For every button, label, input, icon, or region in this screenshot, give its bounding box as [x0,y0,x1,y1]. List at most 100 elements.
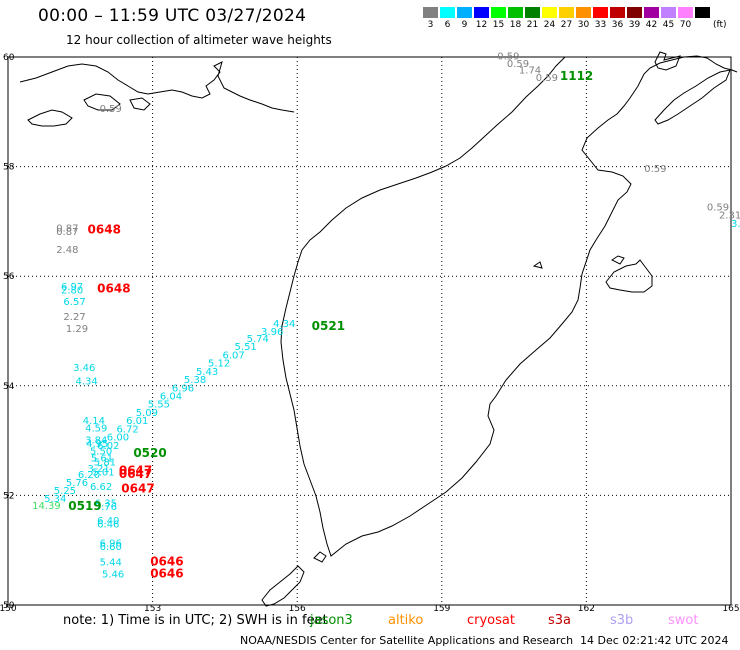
lat-tick-label: 50 [3,601,15,611]
legend-label-row: 3 6 9 12 15 18 21 24 27 30 33 36 39 42 45 70 (ft) [422,19,727,32]
wave-height-value: 5.50 [90,446,112,457]
legend-swatch [456,6,473,19]
legend-swatch [643,6,660,19]
wave-height-value: 1.74 [519,65,541,76]
legend-label: 24 [543,20,556,30]
wave-height-value: 6.57 [63,297,85,308]
wave-height-value: 3.46 [73,363,95,374]
pass-time-label: 0647 [119,467,152,481]
wave-height-value: 5.46 [102,570,124,581]
coastlines [19,51,738,607]
wave-height-value: 6.96 [100,538,122,549]
satellite-legend-item: cryosat [467,613,515,628]
wave-height-value: 3.84 [85,435,107,446]
legend-label: 3 [427,20,434,30]
satellite-legend-item: jason3 [310,613,353,628]
wave-height-value: 0.59 [536,73,558,84]
legend-swatch [473,6,490,19]
wave-height-value: 6.04 [160,392,182,403]
legend-swatch [524,6,541,19]
legend-swatch-row [422,6,727,19]
legend-label: 6 [444,20,451,30]
wave-height-value: 6.97 [61,282,83,293]
wave-height-value: 6.01 [126,416,148,427]
wave-height-value: 5.34 [44,494,66,505]
generated-timestamp: 14 Dec 02:21:42 UTC 2024 [580,634,729,647]
legend-label: 45 [662,20,675,30]
pass-time-label: 0648 [97,282,130,296]
wave-height-value: 5.01 [92,468,114,479]
wave-height-value: 5.74 [247,334,269,345]
wave-height-value: 6.07 [222,350,244,361]
credit-line: NOAA/NESDIS Center for Satellite Applica… [240,634,574,647]
wave-height-value: 4.34 [273,319,295,330]
legend-label: 39 [628,20,641,30]
legend-label: 15 [492,20,505,30]
pass-time-label: 0646 [150,555,183,569]
wave-height-value: 6.00 [107,433,129,444]
legend-swatch [558,6,575,19]
legend-swatch [626,6,643,19]
lon-tick-label: 162 [578,604,595,614]
wave-height-value: 5.38 [184,375,206,386]
pass-time-label: 0520 [133,446,166,460]
wave-height-value: 5.81 [94,457,116,468]
wave-height-value: 0.59 [100,104,122,115]
kuril-island-paramushir [261,565,305,607]
okhotsk-north-coast [19,61,295,113]
wave-height-value: 4.14 [83,416,105,427]
wave-height-value: 4.59 [85,423,107,434]
wave-height-value: 5.44 [100,558,122,569]
wave-height-value: 2.27 [63,312,85,323]
wave-height-value: 6.02 [97,441,119,452]
legend-swatch [660,6,677,19]
satellite-legend-item: swot [668,613,699,628]
kuril-island-shumshu [313,551,327,563]
legend-label: 33 [594,20,607,30]
wave-height-value: 2.80 [61,286,83,297]
wave-height-value: 6.60 [100,542,122,553]
pass-time-label: 0648 [88,222,121,236]
wave-height-value: 3.96 [261,327,283,338]
wave-height-value: 6.96 [172,383,194,394]
legend-label: 9 [461,20,468,30]
map-frame [7,56,732,606]
map-title: 00:00 – 11:59 UTC 03/27/2024 [38,6,307,26]
small-island [611,255,625,265]
karaginsky-island [654,69,731,125]
wave-height-value: 5.76 [66,478,88,489]
legend-unit: (ft) [713,20,727,30]
legend-swatch [592,6,609,19]
wave-height-value: 6.35 [95,498,117,509]
legend-swatch [694,6,711,19]
legend-label: 12 [475,20,488,30]
lon-tick-label: 159 [433,604,450,614]
lat-tick-label: 54 [3,382,15,392]
penzhina-bay [654,51,681,71]
wave-height-value: 3.21 [88,464,110,475]
wave-height-value: 0.59 [707,202,729,213]
satellite-legend-item: s3b [610,613,634,628]
wave-height-value: 1.29 [66,324,88,335]
legend-label: 21 [526,20,539,30]
wave-height-value: 6.40 [97,516,119,527]
wave-observations: 0.590.590.591.740.590.590.592.313.040.87… [32,52,740,581]
wave-height-value: 6.20 [78,470,100,481]
lon-tick-label: 153 [144,604,161,614]
wave-height-value: 0.87 [56,223,78,234]
map-subtitle: 12 hour collection of altimeter wave hei… [66,33,332,47]
pass-time-label: 0647 [121,482,154,496]
wave-height-legend: 3 6 9 12 15 18 21 24 27 30 33 36 39 42 45 70 (ft) [422,6,727,32]
legend-swatch [575,6,592,19]
lat-tick-label: 58 [3,163,15,173]
footer-note: note: 1) Time is in UTC; 2) SWH is in fe… [63,613,328,628]
wave-height-value: 14.39 [32,501,61,512]
wave-height-value: 5.55 [148,400,170,411]
wave-height-value: 2.31 [719,211,740,222]
pass-time-labels: 1112064806480521052006470647064705190646… [68,69,593,581]
wave-height-value: 6.46 [97,520,119,531]
lat-tick-label: 56 [3,272,15,282]
wave-height-value: 5.51 [235,342,257,353]
legend-label: 36 [611,20,624,30]
